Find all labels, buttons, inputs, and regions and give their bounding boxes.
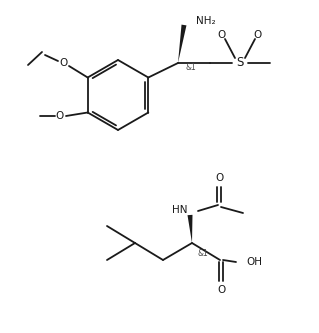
Text: &1: &1 xyxy=(197,248,208,257)
Text: HN: HN xyxy=(172,205,188,215)
Text: OH: OH xyxy=(246,257,262,267)
Text: O: O xyxy=(254,30,262,40)
Text: O: O xyxy=(59,58,67,68)
Text: S: S xyxy=(236,57,244,70)
Text: O: O xyxy=(56,111,64,121)
Text: &1: &1 xyxy=(186,64,197,73)
Polygon shape xyxy=(188,215,192,243)
Text: O: O xyxy=(218,30,226,40)
Text: NH₂: NH₂ xyxy=(196,16,216,26)
Polygon shape xyxy=(178,25,187,63)
Text: O: O xyxy=(217,285,225,295)
Text: O: O xyxy=(215,173,223,183)
